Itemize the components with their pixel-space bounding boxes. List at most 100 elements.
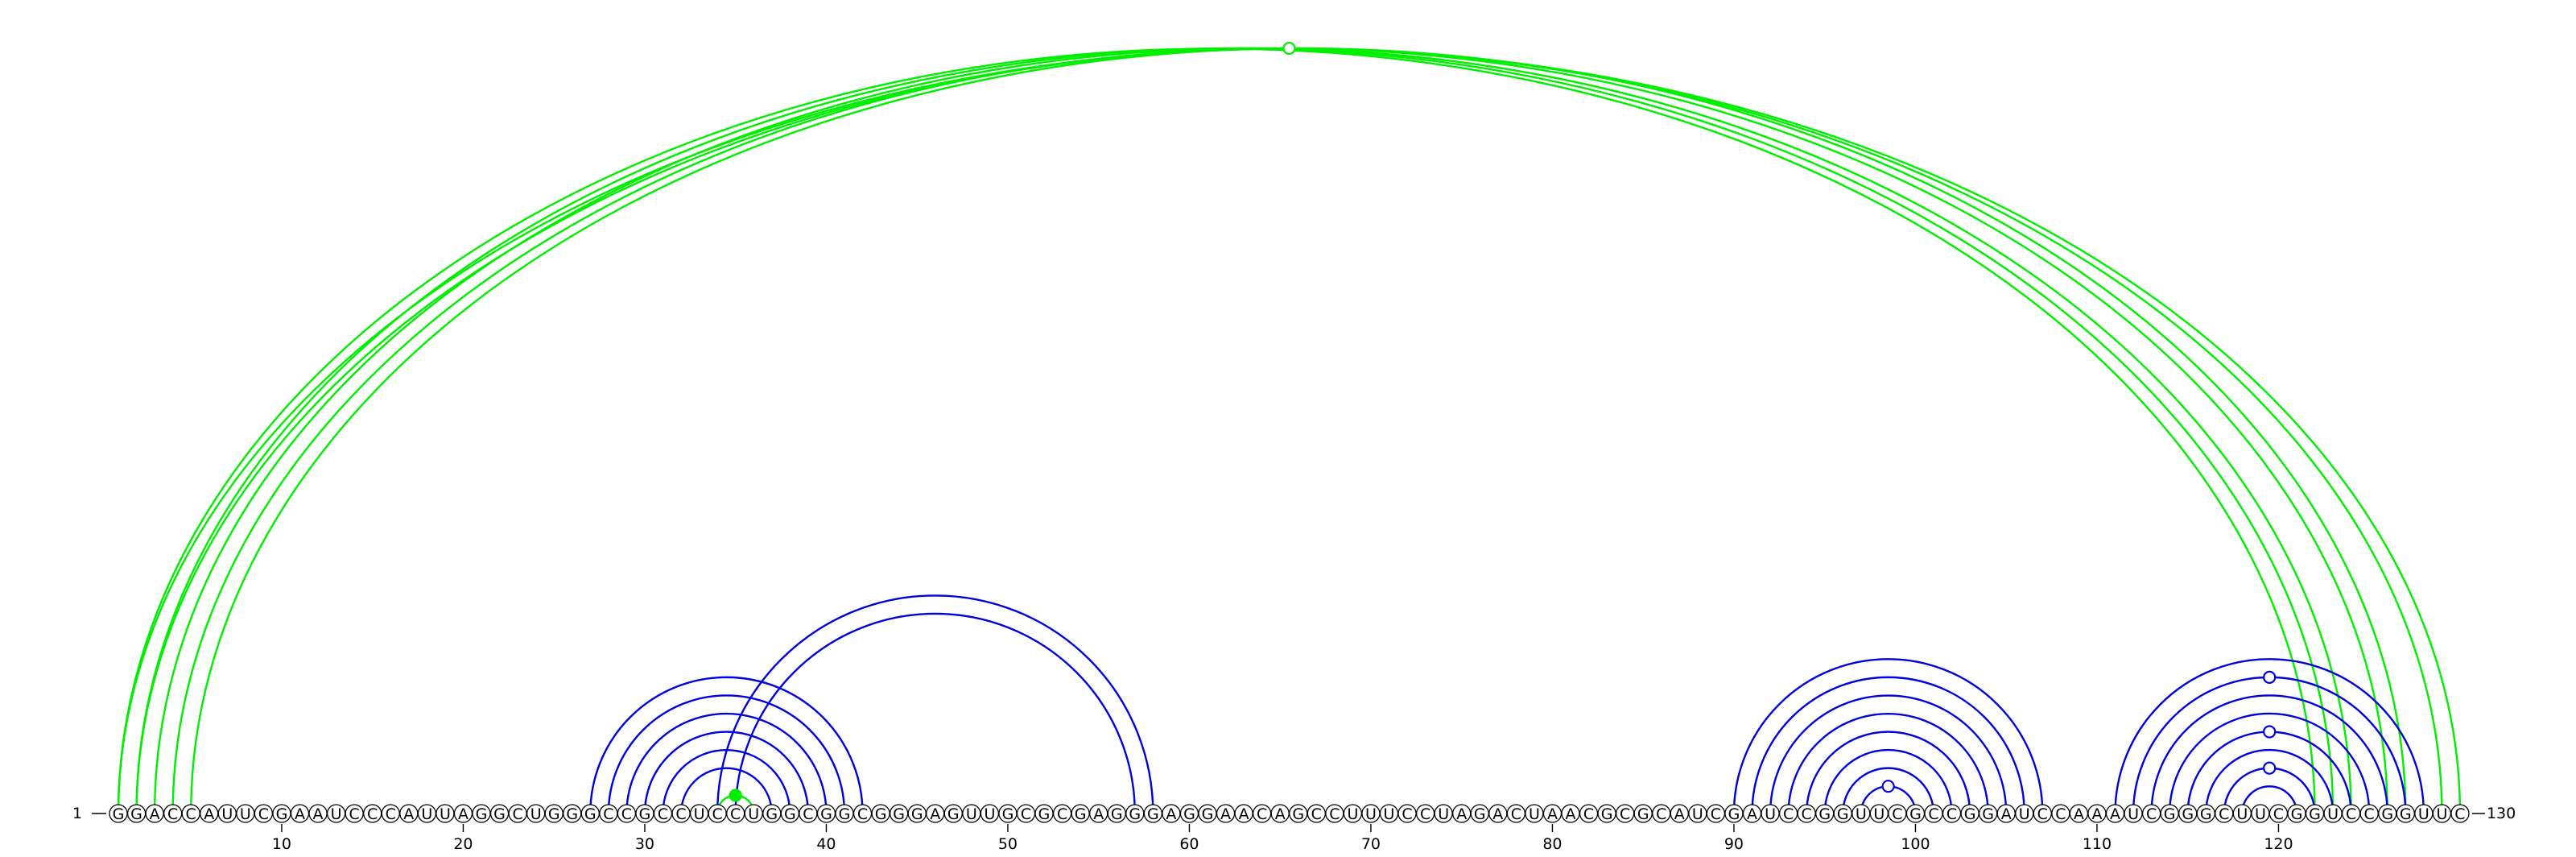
nucleotide-19: U	[436, 804, 455, 823]
nucleotide-86: C	[1652, 804, 1671, 823]
nucleotide-114: G	[2160, 804, 2179, 823]
nucleotide-letter: A	[1239, 805, 1249, 823]
nucleotide-letter: U	[984, 805, 995, 823]
nucleotide-letter: A	[204, 805, 214, 823]
nucleotide-8: U	[236, 804, 255, 823]
sequence-end-label: 130	[2487, 805, 2516, 822]
axis-tick-20: 20	[453, 824, 473, 853]
base-pair-arc-32-37	[679, 767, 773, 814]
base-pair-arc-35-57	[734, 612, 1136, 814]
axis-tick-30: 30	[635, 824, 654, 853]
nucleotide-letter: U	[1692, 805, 1703, 823]
base-pair-arc-91-106	[1751, 676, 2025, 814]
nucleotide-56: G	[1107, 804, 1126, 823]
arc-marker-112-127	[2263, 670, 2277, 684]
nucleotide-5: C	[181, 804, 200, 823]
nucleotide-letter: C	[258, 805, 269, 823]
nucleotide-64: C	[1253, 804, 1272, 823]
nucleotide-letter: A	[150, 805, 160, 823]
base-pair-arc-95-102	[1823, 748, 1953, 814]
nucleotide-letter: A	[1566, 805, 1576, 823]
nucleotide-letter: C	[857, 805, 868, 823]
nucleotide-letter: C	[2364, 805, 2375, 823]
nucleotide-letter: A	[1492, 805, 1503, 823]
nucleotide-46: A	[926, 804, 945, 823]
tick-label: 20	[453, 835, 473, 853]
nucleotide-81: A	[1561, 804, 1580, 823]
tick-label: 50	[998, 835, 1018, 853]
nucleotide-7: U	[217, 804, 237, 823]
nucleotide-letter: A	[2074, 805, 2084, 823]
nucleotide-125: C	[2359, 804, 2379, 823]
nucleotide-30: G	[635, 804, 654, 823]
nucleotide-28: C	[599, 804, 618, 823]
nucleotide-letter: C	[167, 805, 178, 823]
arc-marker-117-122	[2263, 761, 2277, 775]
nucleotide-letter: G	[1909, 805, 1922, 823]
base-pair-arc-34-58	[716, 594, 1154, 814]
base-pair-arc-1-122	[118, 48, 2315, 814]
nucleotide-51: C	[1016, 804, 1036, 823]
nucleotide-37: G	[762, 804, 782, 823]
nucleotide-letter: C	[349, 805, 360, 823]
base-pair-arc-114-125	[2168, 712, 2371, 814]
nucleotide-12: A	[308, 804, 328, 823]
nucleotide-letter: U	[530, 805, 542, 823]
nucleotide-letter: G	[1637, 805, 1649, 823]
nucleotide-letter: G	[1202, 805, 1214, 823]
sequence-start-label: 1	[72, 805, 82, 822]
nucleotide-80: A	[1542, 804, 1563, 823]
nucleotide-34: C	[708, 804, 727, 823]
nucleotide-109: A	[2069, 804, 2089, 823]
arc-marker-34-36	[729, 789, 742, 802]
nucleotide-107: C	[2033, 804, 2052, 823]
nucleotide-letter: G	[566, 805, 578, 823]
nucleotide-103: G	[1960, 804, 1979, 823]
nucleotide-113: C	[2141, 804, 2161, 823]
tick-label: 120	[2264, 835, 2293, 853]
nucleotide-16: C	[381, 804, 400, 823]
nucleotide-41: G	[835, 804, 854, 823]
base-pair-arc-96-101	[1842, 767, 1935, 814]
base-pair-arc-30-39	[643, 731, 810, 814]
nucleotide-127: G	[2396, 804, 2415, 823]
nucleotide-letter: G	[1129, 805, 1141, 823]
nucleotide-124: C	[2341, 804, 2361, 823]
nucleotide-letter: C	[712, 805, 723, 823]
nucleotide-122: G	[2305, 804, 2325, 823]
nucleotide-letter: A	[930, 805, 940, 823]
tick-label: 70	[1361, 835, 1381, 853]
nucleotide-letter: A	[1275, 805, 1286, 823]
nucleotide-10: G	[272, 804, 291, 823]
nucleotide-letter: G	[2381, 805, 2393, 823]
nucleotide-32: C	[671, 804, 691, 823]
base-pair-arc-1-130	[117, 47, 2462, 814]
tick-label: 60	[1179, 835, 1199, 853]
nucleotide-101: C	[1924, 804, 1943, 823]
nucleotide-letter: G	[2164, 805, 2176, 823]
nucleotide-letter: U	[2327, 805, 2339, 823]
base-pair-arc-4-126	[171, 47, 2388, 814]
nucleotide-letter: A	[2001, 805, 2012, 823]
nucleotide-72: C	[1397, 804, 1417, 823]
base-pair-arc-2-123	[137, 48, 2334, 814]
base-pair-arc-2-129	[137, 48, 2442, 814]
nucleotide-letter: U	[1347, 805, 1358, 823]
nucleotide-letter: C	[386, 805, 396, 823]
nucleotide-letter: C	[1802, 805, 1812, 823]
nucleotide-letter: C	[367, 805, 378, 823]
nucleotide-52: G	[1034, 804, 1054, 823]
nucleotide-letter: U	[1529, 805, 1540, 823]
axis-tick-100: 100	[1901, 824, 1930, 853]
nucleotide-letter: G	[493, 805, 506, 823]
nucleotide-letter: A	[1747, 805, 1757, 823]
nucleotide-letter: C	[1057, 805, 1067, 823]
nucleotide-letter: U	[1438, 805, 1449, 823]
base-pair-arc-28-41	[607, 694, 846, 814]
arc-marker-115-124	[2263, 725, 2277, 739]
nucleotide-circle	[2450, 804, 2470, 823]
arc-markers	[729, 41, 2277, 802]
nucleotide-letter: G	[1837, 805, 1849, 823]
nucleotide-118: U	[2232, 804, 2252, 823]
nucleotide-letter: G	[766, 805, 778, 823]
